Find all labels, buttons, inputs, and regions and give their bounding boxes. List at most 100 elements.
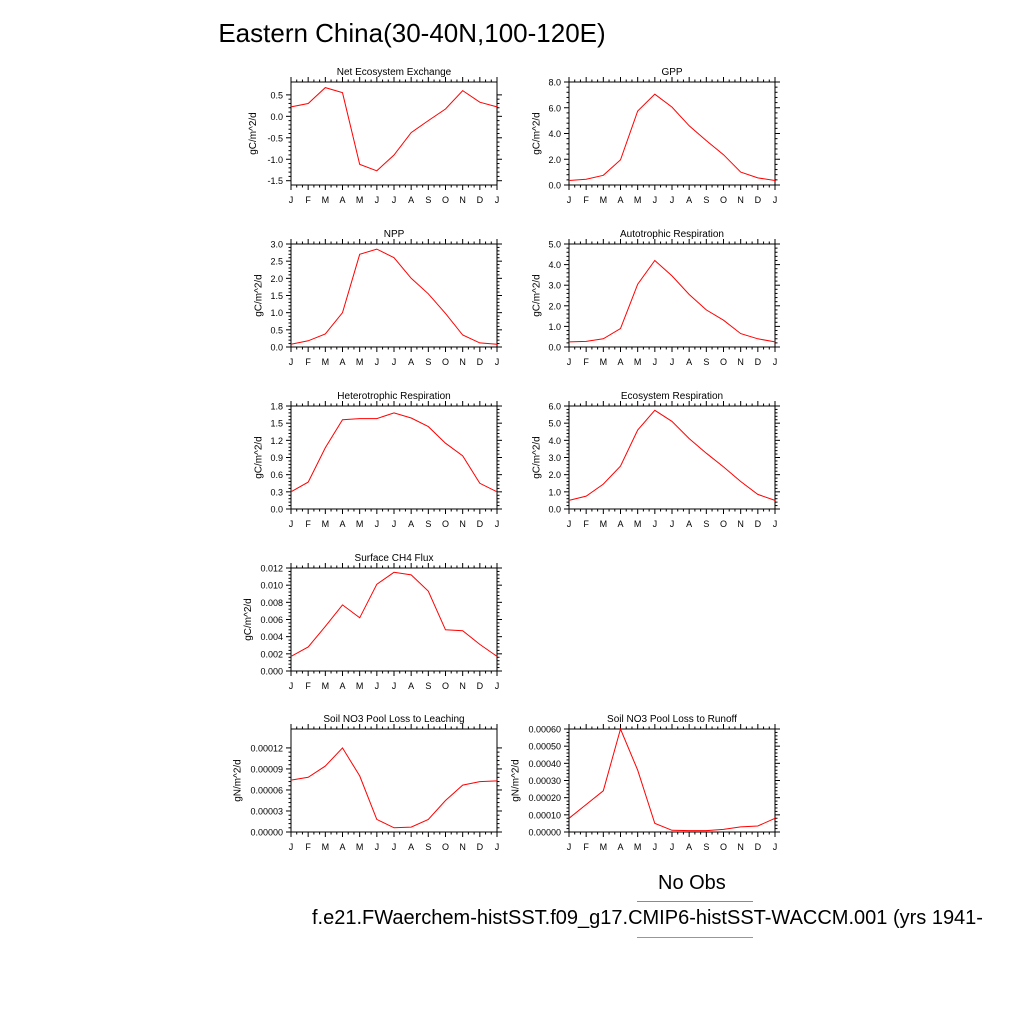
x-tick-label: N <box>459 681 466 691</box>
x-tick-label: D <box>477 519 484 529</box>
page-title: Eastern China(30-40N,100-120E) <box>218 18 606 48</box>
y-tick-label: 0.00030 <box>528 776 561 786</box>
y-tick-label: 4.0 <box>548 129 561 139</box>
x-tick-label: S <box>703 357 709 367</box>
series-line <box>568 409 776 501</box>
panel-title: Surface CH4 Flux <box>355 553 434 564</box>
series-line <box>568 93 776 181</box>
y-tick-label: 0.00000 <box>250 828 283 838</box>
x-tick-label: F <box>583 519 589 529</box>
x-tick-label: A <box>339 519 345 529</box>
x-tick-label: O <box>720 195 727 205</box>
plot-frame <box>568 243 776 348</box>
x-tick-label: J <box>392 519 397 529</box>
y-tick-label: 5.0 <box>548 240 561 250</box>
x-tick-label: D <box>477 842 484 852</box>
plot-frame <box>290 567 498 672</box>
x-tick-label: M <box>356 681 364 691</box>
x-tick-label: J <box>375 842 380 852</box>
y-axis-label: gN/m^2/d <box>511 759 522 802</box>
series-line <box>290 747 498 829</box>
y-tick-label: 1.2 <box>270 436 283 446</box>
panel-title: NPP <box>384 229 405 240</box>
x-tick-label: M <box>322 842 330 852</box>
y-tick-label: 0.00006 <box>250 785 283 795</box>
x-tick-label: A <box>408 195 414 205</box>
x-tick-label: J <box>495 195 500 205</box>
x-tick-label: N <box>737 195 744 205</box>
y-tick-label: 0.0 <box>548 343 561 353</box>
plot-frame <box>568 728 776 833</box>
x-tick-label: J <box>375 195 380 205</box>
x-tick-label: M <box>356 357 364 367</box>
y-tick-label: 4.0 <box>548 260 561 270</box>
y-tick-label: 1.5 <box>270 419 283 429</box>
y-tick-label: 2.5 <box>270 257 283 267</box>
x-tick-label: N <box>459 195 466 205</box>
x-tick-label: M <box>322 357 330 367</box>
y-tick-label: -0.5 <box>267 133 283 143</box>
x-tick-label: A <box>617 357 623 367</box>
y-tick-label: 3.0 <box>270 240 283 250</box>
y-tick-label: 0.5 <box>270 325 283 335</box>
x-tick-label: S <box>703 195 709 205</box>
y-tick-label: 0.5 <box>270 90 283 100</box>
x-tick-label: D <box>477 195 484 205</box>
x-tick-label: S <box>425 357 431 367</box>
y-tick-label: 0.00003 <box>250 806 283 816</box>
y-tick-label: -1.0 <box>267 155 283 165</box>
x-tick-label: J <box>375 519 380 529</box>
y-axis-label: gN/m^2/d <box>233 759 244 802</box>
series-line <box>568 727 776 832</box>
x-tick-label: J <box>495 519 500 529</box>
x-tick-label: J <box>670 842 675 852</box>
x-tick-label: O <box>442 357 449 367</box>
y-tick-label: 0.012 <box>260 564 283 574</box>
x-tick-label: J <box>495 842 500 852</box>
plot-frame <box>568 81 776 186</box>
x-tick-label: D <box>477 681 484 691</box>
plot-frame <box>290 405 498 510</box>
x-tick-label: D <box>477 357 484 367</box>
x-tick-label: M <box>322 519 330 529</box>
x-tick-label: F <box>305 842 311 852</box>
x-tick-label: O <box>720 357 727 367</box>
x-tick-label: A <box>339 842 345 852</box>
y-tick-label: 0.0 <box>548 505 561 515</box>
x-tick-label: J <box>375 357 380 367</box>
legend-line-red <box>637 937 753 938</box>
x-tick-label: J <box>375 681 380 691</box>
series-line <box>290 571 498 657</box>
y-tick-label: 6.0 <box>548 402 561 412</box>
plot-frame <box>290 728 498 833</box>
x-tick-label: A <box>686 357 692 367</box>
y-tick-label: 3.0 <box>548 453 561 463</box>
x-tick-label: M <box>600 842 608 852</box>
x-tick-label: J <box>289 357 294 367</box>
x-tick-label: J <box>653 842 658 852</box>
y-tick-label: 0.008 <box>260 598 283 608</box>
x-tick-label: M <box>634 357 642 367</box>
x-tick-label: S <box>425 681 431 691</box>
y-tick-label: 0.00020 <box>528 793 561 803</box>
x-tick-label: F <box>305 519 311 529</box>
x-tick-label: A <box>617 519 623 529</box>
x-tick-label: D <box>755 842 762 852</box>
y-axis-label: gC/m^2/d <box>531 112 542 155</box>
series-line <box>568 259 776 343</box>
x-tick-label: S <box>425 519 431 529</box>
x-tick-label: S <box>703 519 709 529</box>
y-tick-label: 1.0 <box>548 487 561 497</box>
x-tick-label: A <box>686 842 692 852</box>
x-tick-label: A <box>408 842 414 852</box>
legend-label: No Obs <box>658 872 726 894</box>
plot-frame <box>290 243 498 348</box>
y-tick-label: 0.00012 <box>250 743 283 753</box>
x-tick-label: N <box>737 357 744 367</box>
x-tick-label: A <box>617 195 623 205</box>
x-tick-label: J <box>567 842 572 852</box>
y-tick-label: 2.0 <box>548 155 561 165</box>
